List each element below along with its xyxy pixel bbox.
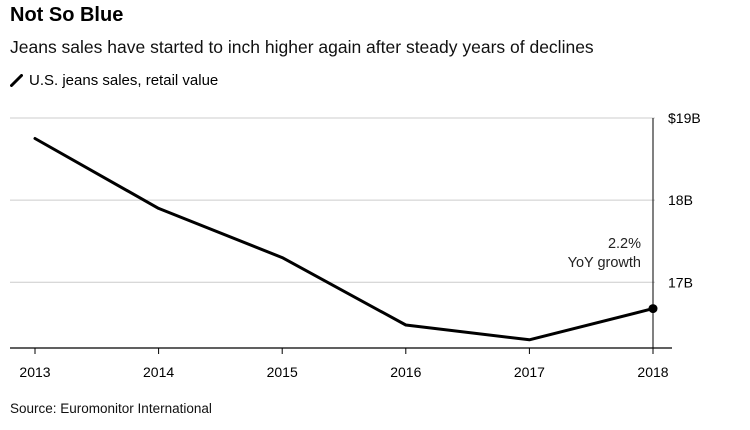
x-tick-label: 2016 xyxy=(390,364,421,380)
x-tick-label: 2018 xyxy=(637,364,668,380)
source-note: Source: Euromonitor International xyxy=(10,401,212,416)
legend: U.S. jeans sales, retail value xyxy=(10,72,218,89)
y-tick-label: $19B xyxy=(668,110,701,126)
series-line xyxy=(33,137,655,342)
annotation-growth-value: 2.2% xyxy=(608,236,641,252)
legend-label: U.S. jeans sales, retail value xyxy=(29,72,219,89)
x-tick-label: 2015 xyxy=(267,364,298,380)
x-tick-label: 2014 xyxy=(143,364,174,380)
y-tick-label: 18B xyxy=(668,192,693,208)
y-tick-label: 17B xyxy=(668,274,693,290)
endpoint-marker xyxy=(648,304,658,314)
annotation-growth-label: YoY growth xyxy=(568,255,641,271)
x-tick-label: 2017 xyxy=(514,364,545,380)
x-tick-label: 2013 xyxy=(19,364,50,380)
legend-line-icon xyxy=(10,74,23,87)
chart-subtitle: Jeans sales have started to inch higher … xyxy=(10,37,594,57)
chart-title: Not So Blue xyxy=(10,4,124,26)
